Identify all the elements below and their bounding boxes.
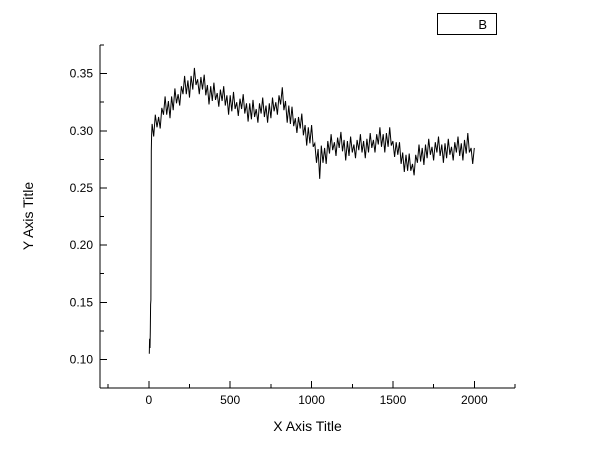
x-tick-label: 0 — [145, 393, 152, 407]
y-tick-label: 0.10 — [70, 352, 94, 366]
x-tick-label: 2000 — [461, 393, 488, 407]
y-tick-label: 0.25 — [70, 181, 94, 195]
y-tick-label: 0.30 — [70, 124, 94, 138]
legend-label: B — [478, 16, 487, 32]
y-tick-label: 0.15 — [70, 295, 94, 309]
legend: B — [437, 13, 497, 35]
series-line — [148, 67, 475, 354]
y-axis-title: Y Axis Title — [20, 181, 36, 251]
y-tick-label: 0.20 — [70, 238, 94, 252]
x-tick-label: 1000 — [298, 393, 325, 407]
y-tick-label: 0.35 — [70, 67, 94, 81]
x-axis-title: X Axis Title — [273, 418, 342, 434]
x-tick-label: 500 — [220, 393, 240, 407]
x-tick-label: 1500 — [380, 393, 407, 407]
